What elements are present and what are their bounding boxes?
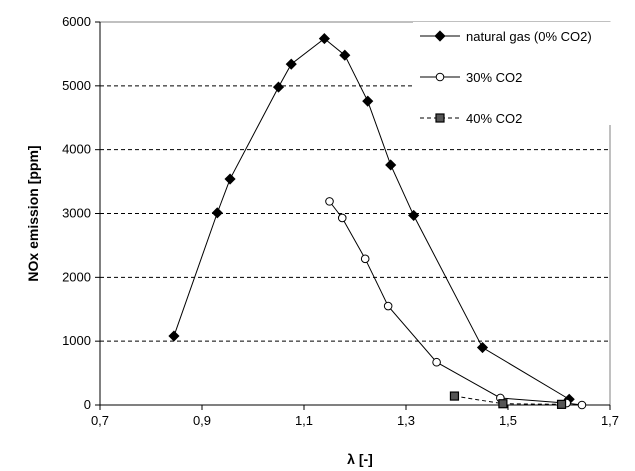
data-point-2-2 (556, 399, 567, 409)
legend-marker-1 (435, 72, 445, 82)
series-line-0 (173, 37, 570, 400)
y-tick-label-1: 1000 (62, 333, 91, 348)
data-point-1-7 (577, 400, 587, 410)
x-tick-label-5: 1,7 (601, 413, 619, 428)
data-point-0-9 (408, 209, 420, 221)
data-point-0-7 (362, 95, 374, 107)
data-point-0-2 (224, 173, 236, 185)
data-point-0-8 (385, 159, 397, 171)
series-line-1 (329, 201, 583, 406)
data-point-0-5 (318, 33, 330, 45)
data-point-2-1 (498, 399, 508, 409)
series-line-2 (454, 395, 562, 405)
data-point-0-6 (339, 49, 351, 61)
data-point-0-1 (211, 207, 223, 219)
data-point-0-10 (476, 341, 489, 354)
y-tick-label-6: 6000 (62, 14, 91, 29)
y-tick-label-4: 4000 (62, 142, 91, 157)
legend-marker-0 (434, 30, 446, 42)
legend-label-0: natural gas (0% CO2) (466, 29, 592, 44)
y-tick-label-0: 0 (84, 397, 91, 412)
legend-label-2: 40% CO2 (466, 111, 522, 126)
x-tick-label-1: 0,9 (193, 413, 211, 428)
data-point-1-1 (337, 213, 347, 223)
x-tick-label-3: 1,3 (397, 413, 415, 428)
data-point-0-0 (168, 330, 180, 342)
y-tick-label-3: 3000 (62, 206, 91, 221)
data-point-1-0 (325, 197, 334, 206)
data-point-1-3 (383, 301, 393, 311)
y-tick-label-2: 2000 (62, 269, 91, 284)
legend: natural gas (0% CO2) 30% CO2 40% CO2 (413, 22, 628, 126)
legend-marker-2 (435, 113, 445, 123)
y-tick-label-5: 5000 (62, 78, 91, 93)
legend-label-1: 30% CO2 (466, 70, 522, 85)
data-point-0-3 (272, 81, 285, 93)
data-point-0-4 (285, 58, 297, 70)
series-0 (168, 33, 575, 405)
x-tick-label-2: 1,1 (295, 413, 313, 428)
grid (100, 85, 610, 342)
tick-labels: 0,7 0,9 1,1 1,3 1,5 1,7 0 1000 2000 3000 4000 5000 6… (62, 14, 619, 428)
legend-background (413, 22, 628, 125)
series-2 (449, 391, 567, 409)
data-point-1-4 (432, 357, 441, 367)
x-tick-label-0: 0,7 (91, 413, 109, 428)
series-layer (168, 33, 587, 410)
data-point-1-2 (360, 254, 370, 264)
x-tick-label-4: 1,5 (499, 413, 517, 428)
axes (95, 21, 611, 410)
y-axis-title: NOx emission [ppm] (25, 145, 41, 281)
x-axis-title: λ [-] (347, 451, 373, 467)
series-1 (325, 197, 587, 410)
data-point-2-0 (449, 391, 460, 401)
